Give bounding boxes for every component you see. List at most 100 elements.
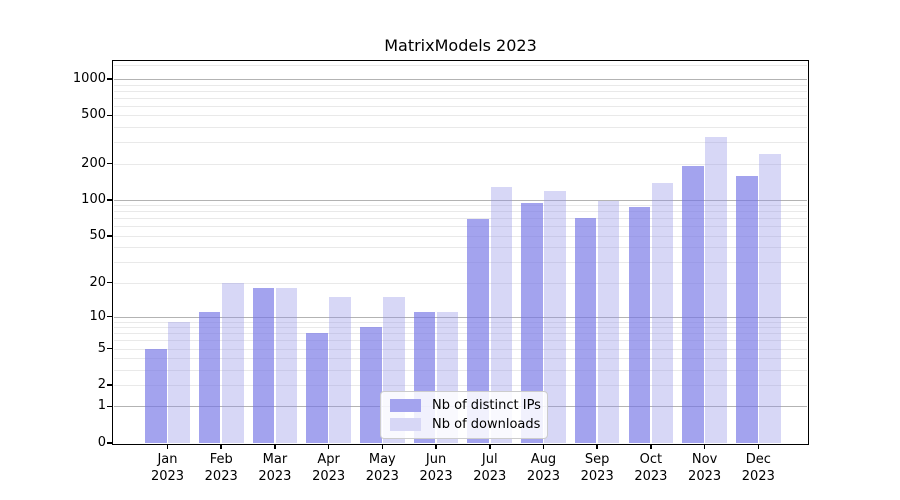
x-tick [166, 444, 169, 449]
gridline-minor [113, 142, 807, 144]
gridline-minor [113, 105, 807, 107]
gridline-minor [113, 90, 807, 92]
x-tick-label: Sep 2023 [565, 451, 629, 485]
x-tick [327, 444, 330, 449]
y-tick-label: 10 [89, 308, 106, 324]
gridline-minor [113, 211, 807, 213]
y-tick-label: 200 [81, 155, 106, 171]
y-tick-label: 100 [81, 191, 106, 207]
x-tick-label-year: 2023 [634, 469, 668, 484]
bar-distinct-ips [467, 219, 489, 443]
x-tick-label-year: 2023 [365, 469, 399, 484]
y-tick [107, 114, 112, 117]
x-tick-label: Jul 2023 [458, 451, 522, 485]
y-tick-label: 500 [81, 107, 106, 123]
x-tick [381, 444, 384, 449]
gridline-major [113, 199, 807, 201]
x-tick [274, 444, 276, 449]
gridline-minor [113, 385, 807, 387]
gridline-minor [113, 348, 807, 350]
bar-distinct-ips [252, 287, 275, 443]
gridline-minor [113, 369, 807, 371]
x-tick-label-year: 2023 [741, 469, 775, 484]
bar-distinct-ips [145, 348, 167, 443]
gridline-minor [113, 226, 807, 228]
gridline-major [113, 79, 807, 80]
gridline-major [113, 316, 807, 318]
y-tick [107, 78, 112, 80]
bar-distinct-ips [198, 312, 221, 443]
legend: Nb of distinct IPs Nb of downloads [380, 391, 548, 439]
x-tick-label-month: Oct [639, 452, 663, 467]
y-tick [107, 347, 112, 350]
x-tick-label-year: 2023 [580, 469, 614, 484]
bar-downloads [490, 187, 513, 443]
gridline-minor [113, 340, 807, 342]
bar-downloads [222, 282, 244, 443]
bar-downloads [168, 321, 190, 443]
legend-item-distinct-ips: Nb of distinct IPs [390, 398, 541, 413]
legend-label-0: Nb of distinct IPs [432, 398, 541, 413]
y-tick-label: 2 [97, 377, 106, 393]
bar-distinct-ips [682, 166, 704, 443]
bar-downloads [705, 137, 727, 443]
x-tick [596, 444, 598, 449]
y-tick [107, 315, 112, 318]
x-tick-label-month: Jul [481, 452, 498, 467]
x-tick-label: Oct 2023 [619, 451, 683, 485]
x-tick-label: Mar 2023 [243, 451, 307, 485]
bar-downloads [329, 296, 351, 443]
x-tick [489, 444, 491, 449]
gridline-minor [113, 205, 807, 207]
x-tick-label-year: 2023 [688, 469, 722, 484]
gridline-minor [113, 163, 807, 165]
x-tick-label-month: Aug [530, 452, 557, 467]
x-tick [542, 444, 545, 449]
bar-distinct-ips [360, 327, 382, 443]
bar-downloads [759, 154, 781, 443]
x-tick-label-month: Sep [584, 452, 610, 467]
x-tick [757, 444, 760, 449]
bar-distinct-ips [574, 218, 597, 443]
bar-downloads [651, 183, 674, 443]
legend-swatch-1 [390, 418, 421, 431]
x-tick-label: Aug 2023 [511, 451, 575, 485]
gridline-minor [113, 97, 807, 99]
gridline-minor [113, 84, 807, 86]
gridline-minor [113, 282, 807, 284]
gridline-minor [113, 333, 807, 335]
gridline-minor [113, 321, 807, 323]
y-tick [107, 405, 112, 408]
bar-downloads [544, 191, 566, 443]
gridline-minor [113, 358, 807, 360]
bar-downloads [275, 287, 298, 443]
y-tick-label: 20 [89, 274, 106, 290]
y-tick [107, 442, 112, 444]
x-tick-label: Jun 2023 [404, 451, 468, 485]
x-tick-label: Apr 2023 [297, 451, 361, 485]
x-tick-label-month: Jun [425, 452, 447, 467]
y-tick-label: 0 [97, 435, 106, 450]
legend-swatch-0 [390, 399, 421, 412]
bar-distinct-ips [306, 333, 328, 443]
x-tick-label: Dec 2023 [726, 451, 790, 485]
bar-distinct-ips [521, 202, 543, 443]
x-tick [220, 444, 222, 449]
x-tick-label: Jan 2023 [136, 451, 200, 485]
x-tick-label: Feb 2023 [189, 451, 253, 485]
gridline-minor [113, 127, 807, 129]
x-tick-label-year: 2023 [150, 469, 185, 484]
y-tick [107, 235, 112, 237]
bar-distinct-ips [628, 207, 651, 443]
chart-title: MatrixModels 2023 [384, 36, 537, 55]
y-tick-label: 1 [97, 398, 106, 414]
x-tick [435, 444, 437, 449]
bar-downloads [597, 200, 620, 443]
x-tick [703, 444, 706, 449]
x-tick-label-month: Mar [262, 452, 288, 467]
y-tick [107, 281, 112, 284]
gridline-minor [113, 327, 807, 329]
x-tick-label: Nov 2023 [673, 451, 737, 485]
gridline-minor [113, 262, 807, 264]
y-tick [107, 384, 112, 386]
